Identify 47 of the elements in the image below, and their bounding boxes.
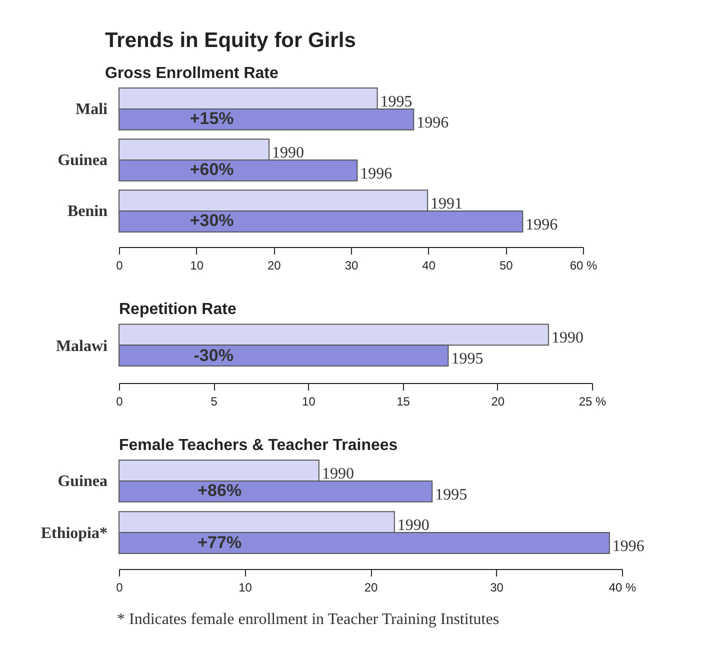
x-tick-label: 40 — [422, 258, 436, 272]
x-tick-label: 30 — [344, 258, 358, 272]
x-tick-label: 0 — [116, 258, 124, 272]
annotation: -30% — [194, 346, 234, 365]
annotation: 1996 — [526, 216, 558, 234]
annotation: +77% — [198, 532, 242, 552]
annotation: 1996 — [416, 114, 449, 132]
x-tick-label: 20 — [491, 394, 505, 408]
y-tick-label: Mali — [76, 100, 108, 118]
x-tick-label: 20 — [364, 580, 378, 594]
x-tick-label: 10 — [238, 580, 252, 594]
annotation: +60% — [190, 160, 234, 179]
x-tick-label: 15 — [396, 394, 410, 408]
x-tick-label: 40 % — [608, 580, 636, 594]
annotation: 1990 — [397, 517, 430, 534]
x-tick-label: 25 % — [578, 394, 606, 408]
annotation: 1995 — [380, 94, 412, 111]
x-tick-label: 5 — [210, 394, 218, 408]
chart-title: Female Teachers & Teacher Trainees — [119, 437, 398, 454]
annotation: 1995 — [435, 486, 468, 504]
annotation: 1991 — [430, 196, 463, 213]
x-tick-label: 50 — [499, 258, 514, 272]
x-tick-label: 0 — [116, 580, 124, 594]
chart-title: Repetition Rate — [119, 301, 236, 318]
x-tick-label: 0 — [116, 394, 124, 408]
annotation: 1990 — [551, 330, 584, 347]
x-tick-label: 10 — [190, 258, 204, 272]
y-tick-label: Benin — [67, 203, 108, 220]
chart-title: Trends in Equity for Girls — [105, 29, 356, 52]
y-tick-label: Malawi — [56, 338, 108, 355]
y-tick-label: Guinea — [58, 152, 108, 169]
y-tick-label: Guinea — [58, 473, 108, 490]
annotation: 1990 — [272, 144, 304, 162]
annotation: +15% — [190, 108, 234, 128]
annotation: +86% — [198, 481, 242, 500]
x-tick-label: 20 — [267, 258, 282, 272]
annotation: 1996 — [612, 538, 644, 556]
y-tick-label: Ethiopia* — [40, 524, 108, 542]
x-tick-label: 60 % — [570, 258, 598, 272]
x-tick-label: 10 — [302, 394, 316, 408]
annotation: +30% — [190, 211, 234, 230]
annotation: 1995 — [451, 350, 484, 368]
text: * Indicates female enrollment in Teacher Training Institutes — [117, 611, 500, 628]
annotation: 1996 — [360, 165, 392, 182]
annotation: 1990 — [322, 466, 354, 483]
x-tick-label: 30 — [490, 580, 504, 594]
chart-subtitle: Gross Enrollment Rate — [105, 65, 278, 82]
